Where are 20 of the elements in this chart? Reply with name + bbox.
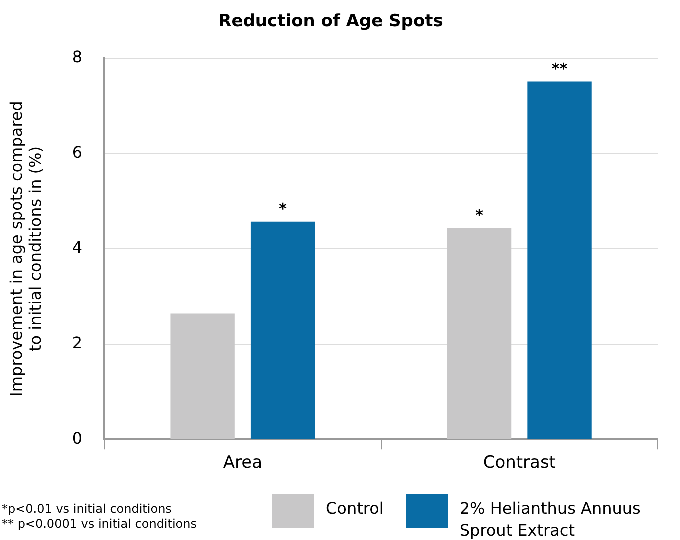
y-tick-label: 2 (72, 333, 83, 352)
text: *p<0.01 vs initial conditions (2, 502, 173, 517)
bar (250, 222, 316, 440)
y-tick-label: 0 (72, 428, 83, 448)
bar (170, 314, 235, 440)
x-tick-label: Area (223, 453, 262, 474)
data-label: ** (552, 60, 568, 78)
data-label: * (476, 206, 484, 224)
bar (447, 228, 512, 440)
x-tick-label: Contrast (483, 453, 556, 474)
y-tick-label: 4 (72, 238, 83, 258)
y-axis-title: Improvement in age spots compared to initial conditions in (%) (6, 101, 45, 397)
text: ** p<0.0001 vs initial conditions (2, 517, 198, 532)
data-label: * (279, 200, 288, 218)
legend-label: Control (326, 498, 384, 520)
chart-title: Reduction of Age Spots (218, 12, 444, 32)
y-tick-label: 6 (72, 142, 83, 162)
y-tick-label: 8 (72, 48, 83, 67)
bar (528, 82, 592, 440)
legend-label: 2% Helianthus Annuus Sprout Extract (460, 498, 642, 540)
